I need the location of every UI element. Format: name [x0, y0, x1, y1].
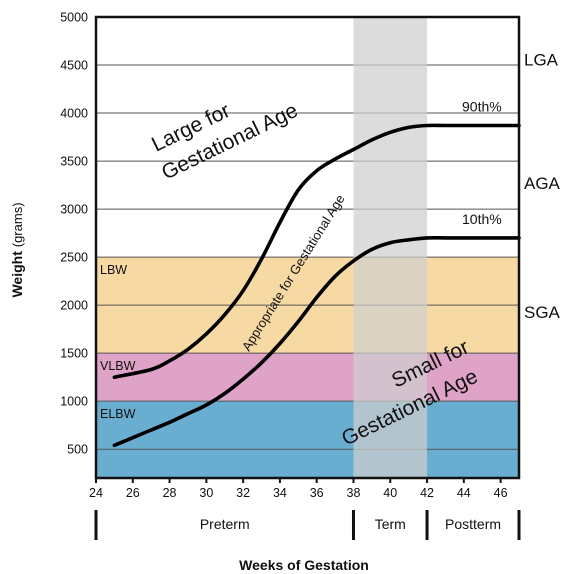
x-tick-label-26: 26: [126, 486, 140, 500]
band-label-vlbw: VLBW: [100, 359, 136, 373]
x-tick-label-28: 28: [163, 486, 177, 500]
y-tick-label-3500: 3500: [60, 155, 88, 169]
x-tick-label-36: 36: [310, 486, 324, 500]
y-tick-label-2500: 2500: [60, 251, 88, 265]
y-axis-title-main: Weight: [9, 251, 25, 298]
side-label-lga: LGA: [524, 50, 559, 69]
period-label-preterm: Preterm: [200, 516, 250, 532]
curve-90th-percentile: [112, 123, 521, 379]
x-tick-label-40: 40: [383, 486, 397, 500]
band-label-elbw: ELBW: [100, 407, 136, 421]
x-tick-label-38: 38: [347, 486, 361, 500]
x-tick-label-30: 30: [199, 486, 213, 500]
x-tick-label-42: 42: [420, 486, 434, 500]
y-tick-label-4000: 4000: [60, 107, 88, 121]
y-tick-label-500: 500: [67, 443, 88, 457]
side-labels: LGA AGA SGA: [524, 50, 561, 322]
term-band-rect: [353, 17, 428, 478]
y-tick-label-3000: 3000: [60, 203, 88, 217]
percentile-curves: [112, 123, 521, 448]
x-tick-label-46: 46: [494, 486, 508, 500]
period-label-term: Term: [375, 516, 406, 532]
x-axis-title: Weeks of Gestation: [239, 557, 369, 573]
band-label-lbw: LBW: [100, 263, 127, 277]
y-tick-label-5000: 5000: [60, 11, 88, 25]
y-tick-labels: 500 1000 1500 2000 2500 3000 3500 4000 4500 5000: [60, 11, 88, 457]
plot-frame: [94, 15, 521, 480]
x-tick-label-44: 44: [457, 486, 471, 500]
percentile-labels: 90th% 10th%: [462, 99, 502, 227]
period-label-postterm: Postterm: [445, 516, 501, 532]
percentile-label-90th: 90th%: [462, 99, 502, 115]
grid-lines: [96, 64, 519, 450]
band-labels: LBW VLBW ELBW: [100, 263, 136, 421]
x-tick-label-32: 32: [236, 486, 250, 500]
side-label-aga: AGA: [524, 174, 561, 193]
side-label-sga: SGA: [524, 303, 561, 322]
band-elbw: [96, 401, 519, 478]
term-band: [353, 17, 428, 478]
y-tick-label-2000: 2000: [60, 299, 88, 313]
x-tick-labels: 24 26 28 30 32 34 36 38 40 42 44 46: [89, 478, 508, 500]
y-tick-label-1500: 1500: [60, 347, 88, 361]
gestation-periods: Preterm Term Postterm: [94, 510, 521, 540]
percentile-label-10th: 10th%: [462, 211, 502, 227]
curve-10th-percentile: [112, 235, 521, 448]
y-axis-title-unit: (grams): [10, 202, 25, 247]
y-tick-label-1000: 1000: [60, 395, 88, 409]
y-axis-title: Weight (grams): [9, 202, 25, 297]
x-tick-label-24: 24: [89, 486, 103, 500]
x-tick-label-34: 34: [273, 486, 287, 500]
y-tick-label-4500: 4500: [60, 59, 88, 73]
